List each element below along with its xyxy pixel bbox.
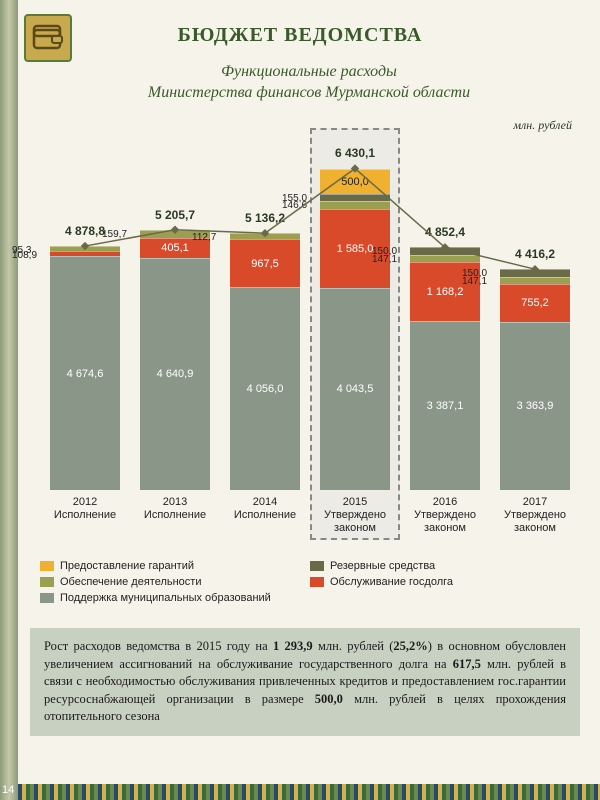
bar-group: 4 043,51 585,0146,6155,0500,02015Утвержд… <box>320 169 390 491</box>
segment-value-label: 4 640,9 <box>157 368 194 380</box>
segment-value-label: 1 168,2 <box>427 286 464 298</box>
bar-segment: 150,0 <box>410 247 480 255</box>
segment-value-label: 155,0 <box>282 193 307 204</box>
segment-value-label: 159,7 <box>102 229 127 240</box>
bar-segment: 150,0 <box>500 269 570 277</box>
segment-value-label: 4 674,6 <box>67 368 104 380</box>
segment-value-label: 967,5 <box>251 258 279 270</box>
total-value-label: 6 430,1 <box>335 146 375 160</box>
bar-group: 4 056,0967,5112,72014Исполнение <box>230 233 300 490</box>
x-axis-label: 2013Исполнение <box>144 496 206 522</box>
x-axis-label: 2012Исполнение <box>54 496 116 522</box>
total-value-label: 5 205,7 <box>155 208 195 222</box>
page-number: 14 <box>2 784 14 796</box>
legend-item: Обслуживание госдолга <box>310 576 580 588</box>
page-title: БЮДЖЕТ ВЕДОМСТВА <box>0 24 600 47</box>
segment-value-label: 150,0 <box>462 268 487 279</box>
segment-value-label: 95,3 <box>12 245 31 256</box>
x-axis-label: 2017Утвержденозаконом <box>504 496 566 536</box>
bar-segment: 147,1 <box>410 255 480 262</box>
total-value-label: 4 416,2 <box>515 247 555 261</box>
bar-segment: 95,3 <box>50 246 120 251</box>
bar-segment: 967,5 <box>230 239 300 287</box>
segment-value-label: 4 043,5 <box>337 383 374 395</box>
legend-item: Резервные средства <box>310 560 580 572</box>
bar-group: 4 640,9405,1159,72013Исполнение <box>140 230 210 490</box>
bar-segment: 147,1 <box>500 277 570 284</box>
bar-segment: 4 043,5 <box>320 288 390 490</box>
legend-label: Резервные средства <box>330 560 435 572</box>
total-value-label: 4 878,8 <box>65 224 105 238</box>
subtitle-line2: Министерства финансов Мурманской области <box>148 84 470 101</box>
segment-value-label: 500,0 <box>341 176 369 188</box>
x-axis-label: 2014Исполнение <box>234 496 296 522</box>
segment-value-label: 755,2 <box>521 297 549 309</box>
bottom-decorative-strip <box>18 784 600 800</box>
expenditure-chart: 4 674,6 108,995,3 2012Исполнение 4 640,9 405… <box>40 140 580 540</box>
bar-segment: 146,6 <box>320 201 390 208</box>
legend-swatch <box>40 577 54 587</box>
total-value-label: 4 852,4 <box>425 225 465 239</box>
bar-segment: 4 056,0 <box>230 287 300 490</box>
subtitle-line1: Функциональные расходы <box>221 63 397 80</box>
legend-label: Обслуживание госдолга <box>330 576 453 588</box>
bar-segment: 3 387,1 <box>410 321 480 490</box>
segment-value-label: 150,0 <box>372 246 397 257</box>
legend-label: Предоставление гарантий <box>60 560 194 572</box>
bar-segment: 4 640,9 <box>140 258 210 490</box>
bar-segment: 755,2 <box>500 284 570 322</box>
legend-swatch <box>310 561 324 571</box>
legend-swatch <box>40 561 54 571</box>
segment-value-label: 3 363,9 <box>517 400 554 412</box>
unit-label: млн. рублей <box>513 118 572 133</box>
bar-segment: 112,7 <box>230 233 300 239</box>
left-sidebar: 14 <box>0 0 18 800</box>
x-axis-label: 2015Утвержденозаконом <box>324 496 386 536</box>
legend-item: Предоставление гарантий <box>40 560 310 572</box>
legend-item: Обеспечение деятельности <box>40 576 310 588</box>
footnote-box: Рост расходов ведомства в 2015 году на 1… <box>30 628 580 736</box>
legend-label: Поддержка муниципальных образований <box>60 592 271 604</box>
total-value-label: 5 136,2 <box>245 211 285 225</box>
bar-segment: 155,0 <box>320 194 390 202</box>
bar-segment: 108,9 <box>50 251 120 256</box>
bar-segment: 3 363,9 <box>500 322 570 490</box>
bar-group: 3 363,9755,2147,1150,02017Утвержденозако… <box>500 269 570 490</box>
chart-legend: Предоставление гарантий Резервные средств… <box>40 560 580 608</box>
x-axis-label: 2016Утвержденозаконом <box>414 496 476 536</box>
legend-label: Обеспечение деятельности <box>60 576 202 588</box>
bar-segment: 4 674,6 <box>50 256 120 490</box>
segment-value-label: 4 056,0 <box>247 383 284 395</box>
legend-item: Поддержка муниципальных образований <box>40 592 310 604</box>
segment-value-label: 3 387,1 <box>427 400 464 412</box>
legend-swatch <box>40 593 54 603</box>
bar-segment: 500,0 <box>320 169 390 194</box>
bar-group: 4 674,6108,995,32012Исполнение <box>50 246 120 490</box>
segment-value-label: 112,7 <box>192 232 216 243</box>
legend-swatch <box>310 577 324 587</box>
segment-value-label: 405,1 <box>161 242 189 254</box>
page-subtitle: Функциональные расходы Министерства фина… <box>18 62 600 104</box>
segment-value-label: 1 585,0 <box>337 243 374 255</box>
